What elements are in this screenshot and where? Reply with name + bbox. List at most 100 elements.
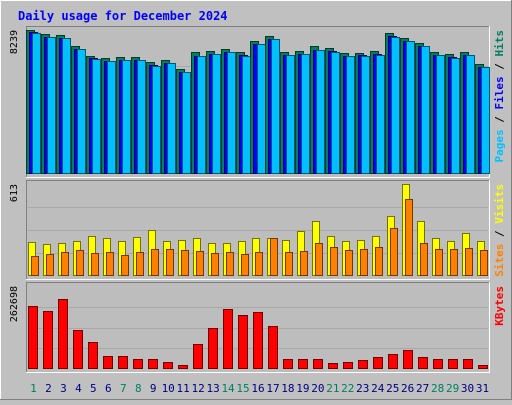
- panel-hits-files-pages: 8239 Pages / Files / Hits: [9, 26, 506, 178]
- bar-pages-day-3: [62, 38, 71, 174]
- bar-pages-day-11: [182, 72, 191, 174]
- bar-pages-day-19: [301, 54, 310, 174]
- y-scale-label: 8239: [9, 30, 20, 54]
- bar-pages-day-8: [137, 60, 146, 174]
- legend-item-pages: Pages: [493, 129, 506, 162]
- bar-kbytes-day-23: [358, 360, 368, 369]
- legend-item-hits: Hits: [493, 30, 506, 57]
- bar-sites-day-13: [211, 253, 219, 276]
- bar-kbytes-day-4: [73, 330, 83, 369]
- bar-pages-day-25: [391, 37, 400, 174]
- x-tick-day-5: 5: [90, 382, 97, 395]
- bar-kbytes-day-22: [343, 362, 353, 369]
- x-axis-day-labels: 1 2 3 4 5 6 7 8 9 10 11 12 13 14 15 16 17 18 19 20 21 22 23 24 2…: [30, 382, 489, 395]
- bar-sites-day-5: [91, 253, 99, 276]
- bar-pages-day-13: [212, 54, 221, 174]
- bar-pages-day-18: [286, 55, 295, 174]
- bar-kbytes-day-7: [118, 356, 128, 369]
- bar-pages-day-21: [331, 52, 340, 174]
- bar-pages-day-26: [406, 41, 415, 174]
- bar-sites-day-18: [285, 252, 293, 276]
- x-tick-day-19: 19: [296, 382, 309, 395]
- bar-kbytes-day-9: [148, 359, 158, 369]
- x-tick-day-28: 28: [431, 382, 444, 395]
- bar-pages-day-9: [152, 66, 161, 174]
- legend-item-visits: Visits: [493, 184, 506, 224]
- bar-sites-day-3: [61, 252, 69, 276]
- bar-sites-day-20: [315, 243, 323, 276]
- bar-kbytes-day-14: [223, 309, 233, 369]
- x-tick-day-26: 26: [401, 382, 414, 395]
- bar-kbytes-day-3: [58, 299, 68, 369]
- bar-pages-day-7: [122, 60, 131, 174]
- legend-visits-sites: Sites / Visits: [493, 184, 506, 277]
- bar-kbytes-day-10: [163, 362, 173, 369]
- x-tick-day-31: 31: [476, 382, 489, 395]
- x-tick-day-17: 17: [266, 382, 279, 395]
- bar-sites-day-28: [435, 249, 443, 276]
- bar-kbytes-day-16: [253, 312, 263, 369]
- bar-pages-day-22: [346, 56, 355, 174]
- legend-item-files: Files: [493, 76, 506, 109]
- bar-sites-day-7: [121, 255, 129, 276]
- bar-sites-day-25: [390, 228, 398, 276]
- chart-title: Daily usage for December 2024: [18, 9, 228, 23]
- bar-kbytes-day-5: [88, 342, 98, 369]
- bar-kbytes-day-27: [418, 357, 428, 369]
- bar-pages-day-10: [167, 63, 176, 174]
- y-scale-label: 262698: [9, 286, 20, 322]
- x-tick-day-1: 1: [30, 382, 37, 395]
- x-tick-day-6: 6: [105, 382, 112, 395]
- x-tick-day-13: 13: [206, 382, 219, 395]
- x-tick-day-16: 16: [251, 382, 264, 395]
- bar-pages-day-2: [47, 37, 56, 174]
- x-tick-day-3: 3: [60, 382, 67, 395]
- bar-kbytes-day-2: [43, 311, 53, 369]
- bar-kbytes-day-26: [403, 350, 413, 369]
- bar-sites-day-12: [196, 251, 204, 276]
- bar-pages-day-12: [197, 56, 206, 174]
- bar-pages-day-31: [481, 67, 490, 174]
- bar-kbytes-day-25: [388, 354, 398, 369]
- legend-item-sites: Sites: [493, 244, 506, 277]
- x-tick-day-22: 22: [341, 382, 354, 395]
- x-tick-day-12: 12: [192, 382, 205, 395]
- x-tick-day-27: 27: [416, 382, 429, 395]
- bar-pages-day-20: [316, 50, 325, 174]
- x-tick-day-8: 8: [135, 382, 142, 395]
- bar-pages-day-28: [436, 55, 445, 174]
- bar-sites-day-2: [46, 254, 54, 276]
- bar-pages-day-23: [361, 56, 370, 174]
- bar-sites-day-29: [450, 249, 458, 276]
- bar-sites-day-11: [181, 250, 189, 276]
- panel-kbytes: 262698 KBytes: [9, 282, 506, 373]
- x-tick-day-7: 7: [120, 382, 127, 395]
- bar-kbytes-day-28: [433, 359, 443, 369]
- x-tick-day-24: 24: [371, 382, 385, 395]
- panel-visits-sites: 613 Sites / Visits: [9, 180, 506, 280]
- bar-pages-day-24: [376, 55, 385, 174]
- bar-kbytes-day-18: [283, 359, 293, 369]
- bar-sites-day-4: [76, 250, 84, 276]
- bar-sites-day-15: [241, 254, 249, 276]
- x-tick-day-2: 2: [45, 382, 52, 395]
- bar-pages-day-1: [32, 33, 41, 174]
- bar-kbytes-day-15: [238, 315, 248, 369]
- bar-sites-day-17: [270, 238, 278, 276]
- bar-kbytes-day-6: [103, 356, 113, 369]
- x-tick-day-15: 15: [236, 382, 249, 395]
- bar-sites-day-14: [226, 252, 234, 276]
- x-tick-day-30: 30: [461, 382, 474, 395]
- x-tick-day-18: 18: [281, 382, 294, 395]
- bar-pages-day-17: [271, 39, 280, 174]
- bar-sites-day-21: [330, 247, 338, 276]
- bar-sites-day-31: [480, 250, 488, 276]
- bar-sites-day-9: [151, 249, 159, 276]
- bar-pages-day-4: [77, 49, 86, 174]
- bar-kbytes-day-21: [328, 363, 338, 369]
- bar-sites-day-30: [465, 248, 473, 276]
- bar-sites-day-23: [360, 249, 368, 276]
- bar-sites-day-16: [255, 252, 263, 276]
